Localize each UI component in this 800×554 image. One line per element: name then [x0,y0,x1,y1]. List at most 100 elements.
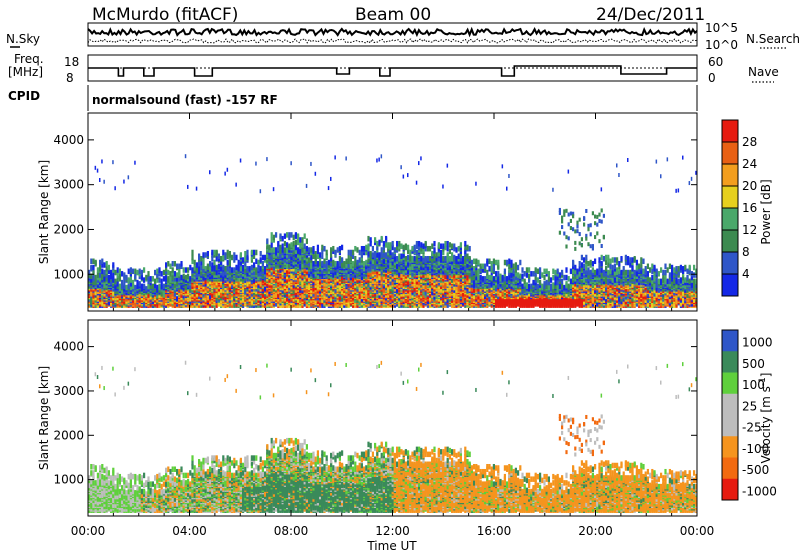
power-cell [283,233,286,239]
power-cell [330,261,333,267]
station-title: McMurdo (fitACF) [92,5,238,25]
sky-panel-frame [87,22,698,47]
power-cell [123,283,126,290]
power-cell [424,245,427,252]
power-cell [365,292,368,298]
power-cell [334,261,337,267]
power-cell [191,254,194,261]
power-cell [283,240,286,247]
power-cell [215,269,218,276]
power-cell [301,237,304,243]
power-cell [173,261,176,267]
power-cell [151,276,154,282]
power-cell [314,254,317,261]
power-cell [338,256,341,262]
power-cell [140,274,143,281]
power-cell [213,259,216,266]
power-cell [224,252,227,258]
date-title: 24/Dec/2011 [596,5,705,25]
power-cell [354,256,357,262]
power-cell [94,259,97,266]
power-cell [305,245,308,252]
power-cell [211,262,214,268]
power-cell [358,257,361,263]
power-cell [319,256,322,262]
power-cell [374,250,377,257]
power-cell [239,158,242,163]
power-cell [127,277,130,283]
power-cell [189,264,192,271]
power-cell [202,252,205,258]
power-cell [162,283,165,290]
freq-tick-low: 8 [66,71,74,85]
power-cell [409,254,412,261]
power-cell [418,244,421,251]
power-cell [110,273,113,280]
power-cell [165,266,168,272]
power-cell [321,244,324,251]
power-cell [334,249,337,256]
power-cell [418,240,421,247]
power-cell [400,253,403,259]
power-cell [301,242,304,248]
power-cell [334,155,336,160]
power-cell [206,263,209,270]
power-cell [259,250,262,257]
power-cell [303,233,306,239]
power-cell [167,269,170,276]
power-cell [294,239,297,246]
power-cell [316,253,319,259]
power-cell [308,261,311,267]
power-cell [171,261,174,267]
power-cell [226,249,229,256]
power-cell [246,266,249,272]
power-cell [255,258,258,265]
power-cell [367,243,370,249]
power-cell [107,274,110,281]
power-cell [431,243,434,249]
power-cell [259,189,262,194]
power-cell [261,254,264,261]
power-cell [145,274,148,281]
power-cell [101,159,103,164]
power-cell [319,261,322,267]
power-cell [365,259,368,266]
power-cell [389,249,392,256]
power-cell [299,247,302,253]
power-cell [358,249,361,256]
power-cell [167,261,170,267]
power-cell [215,249,218,256]
power-cell [385,252,388,258]
power-cell [246,254,249,261]
power-cell [90,258,93,265]
power-cell [235,269,238,276]
power-cell [270,232,273,238]
power-cell [191,249,194,256]
power-cell [191,258,194,265]
power-cell [299,243,302,249]
power-cell [156,268,159,275]
power-cell [303,243,306,249]
power-cell [347,249,350,256]
power-cell [136,283,139,290]
power-cell [376,252,379,258]
freq-label-2: [MHz] [8,65,43,79]
power-cell [138,281,141,287]
power-cell [231,267,234,273]
power-cell [178,263,181,270]
power-cell [173,271,176,277]
power-cell [266,243,269,249]
power-cell [380,252,383,258]
power-cell [422,256,425,262]
power-cell [147,274,150,281]
power-cell [422,247,425,253]
power-cell [226,266,229,272]
power-cell [200,256,203,262]
power-cell [292,244,295,251]
power-cell [244,250,247,257]
power-cell [420,156,422,161]
power-cell [316,248,319,254]
power-cell [195,262,198,268]
power-cell [407,248,410,254]
power-cell [244,261,247,267]
